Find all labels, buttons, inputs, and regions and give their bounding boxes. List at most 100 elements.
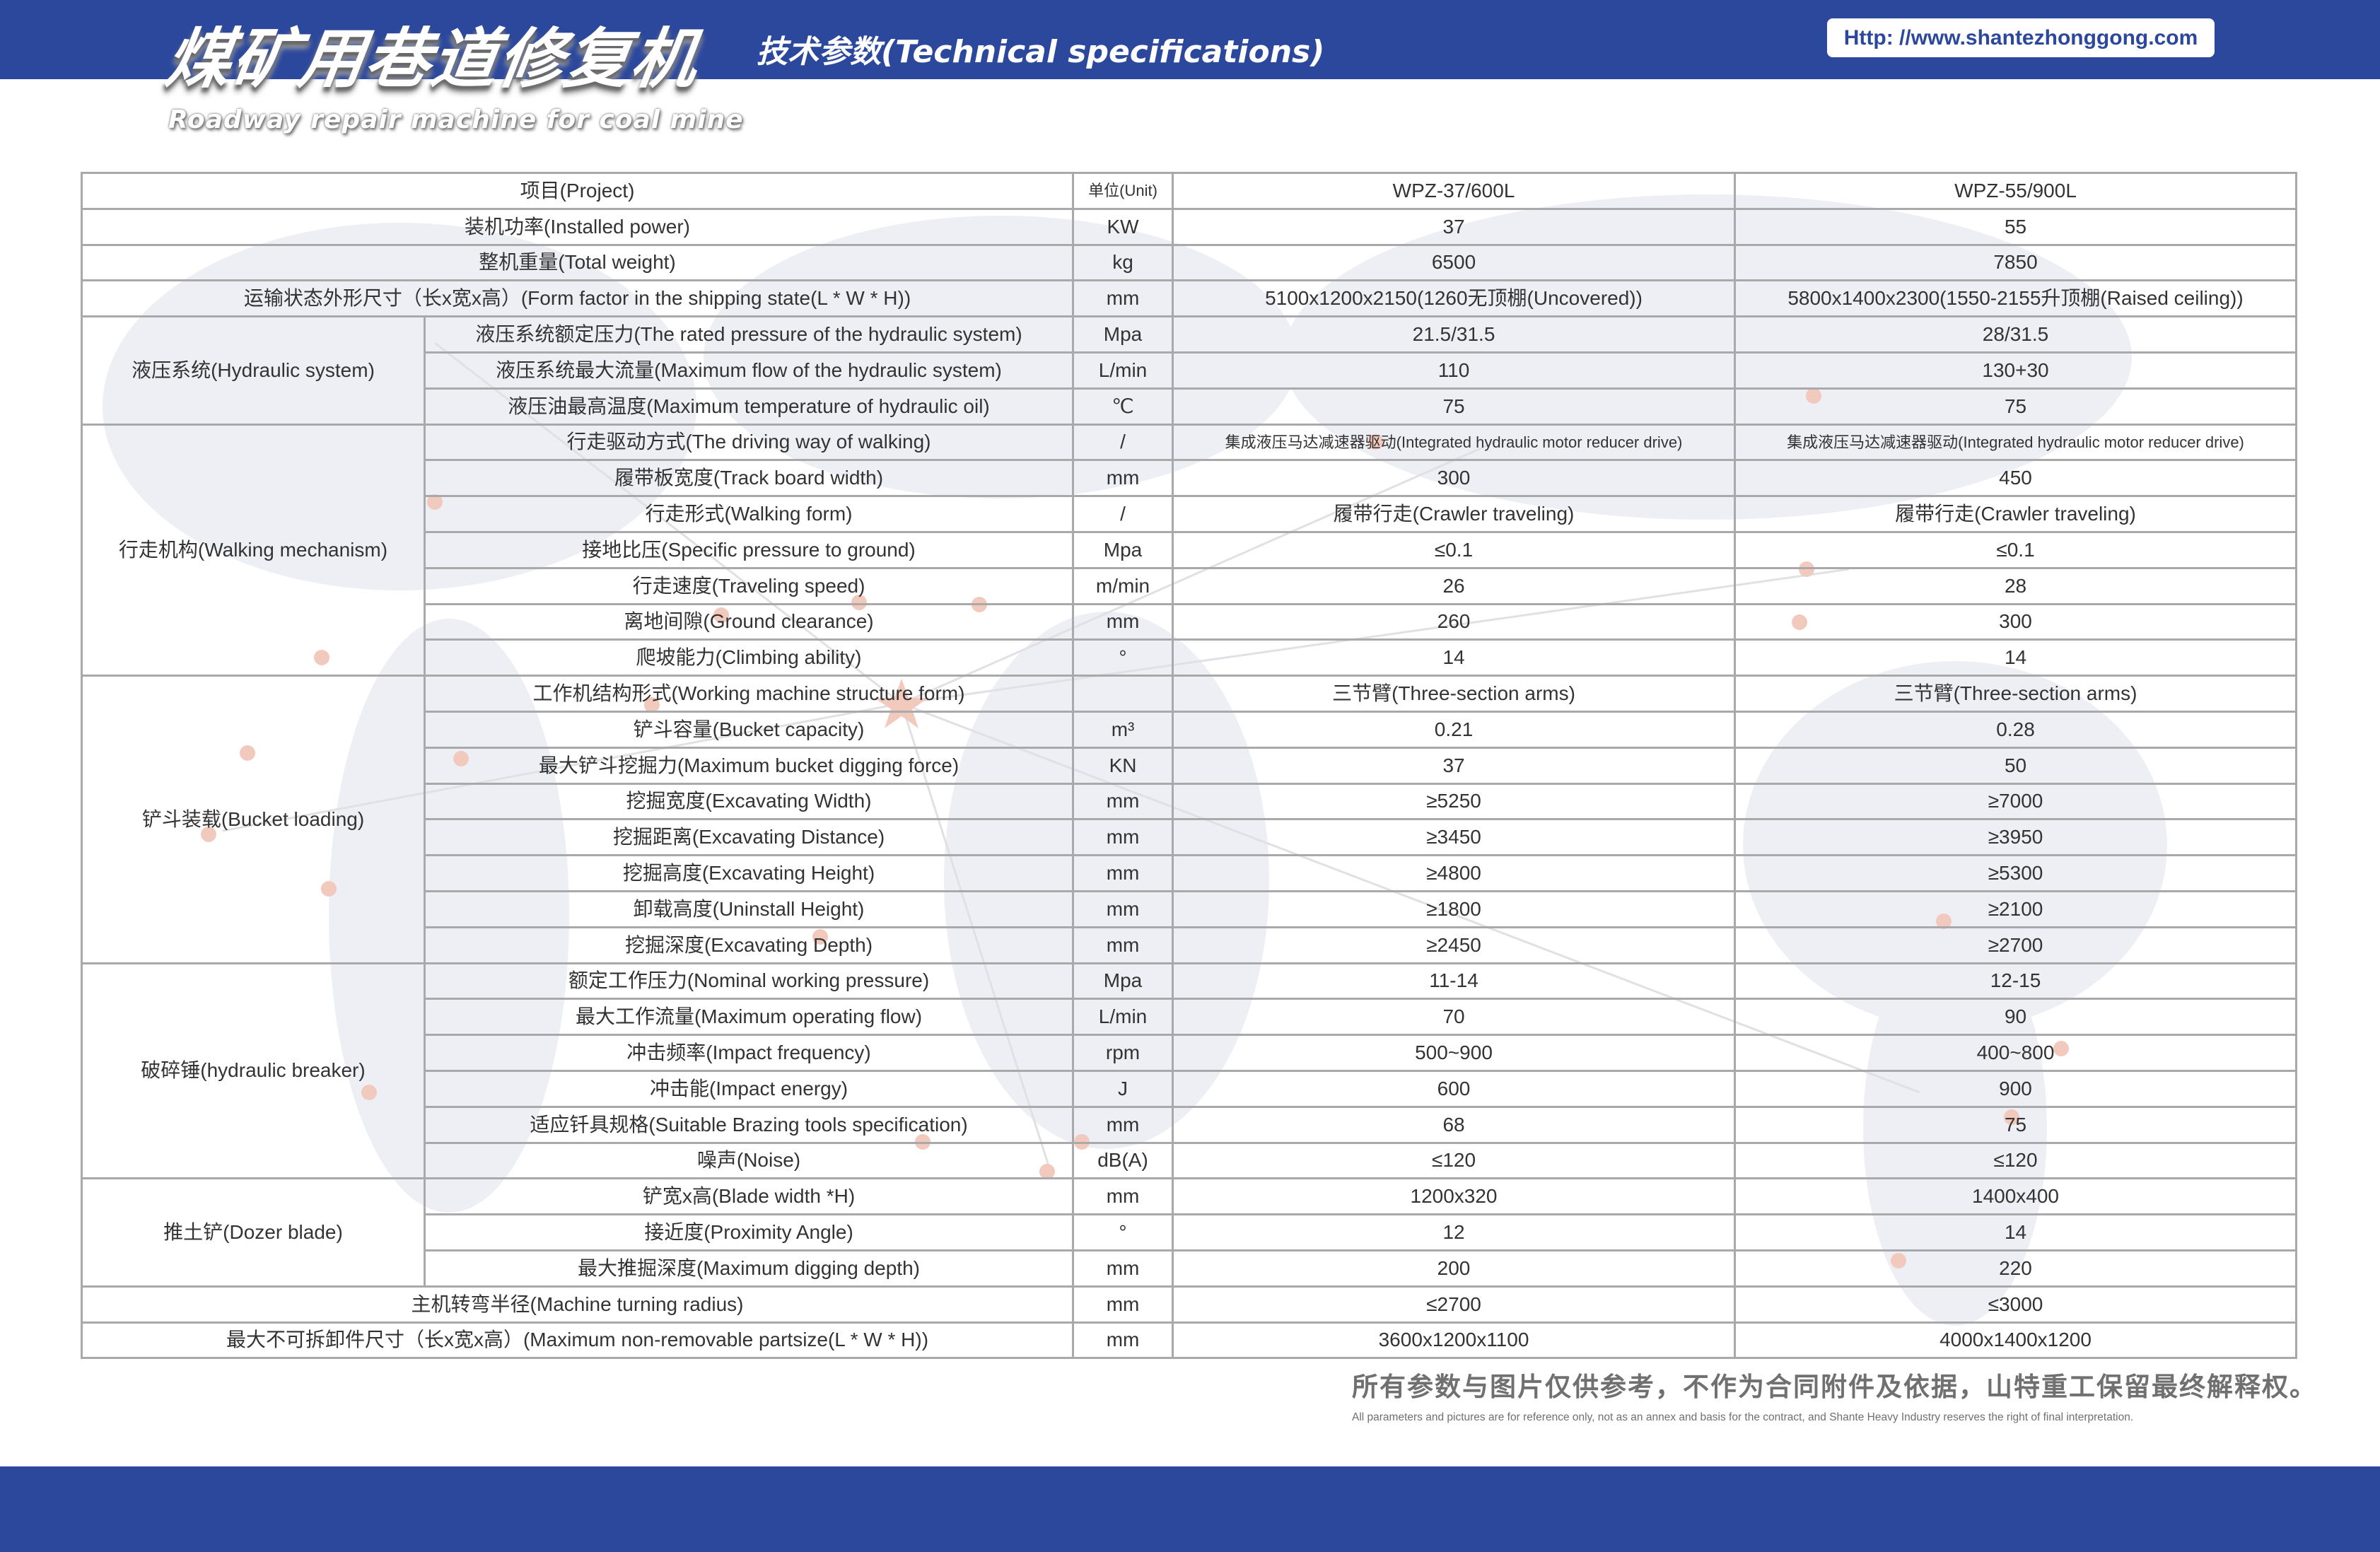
- value-model-2: ≥2700: [1734, 926, 2298, 964]
- value-model-1: 500~900: [1172, 1034, 1737, 1072]
- value-model-1: 300: [1172, 459, 1737, 498]
- header-unit: 单位(Unit): [1072, 172, 1174, 210]
- value-model-2: 50: [1734, 746, 2298, 785]
- value-model-2: 300: [1734, 602, 2298, 641]
- table-row: 液压系统(Hydraulic system) 液压系统额定压力(The rated…: [81, 315, 2298, 426]
- table-row: 卸载高度(Uninstall Height) mm ≥1800 ≥2100: [82, 889, 2298, 928]
- table-row: 破碎锤(hydraulic breaker) 额定工作压力(Nominal wor…: [81, 962, 2298, 1180]
- group-label: 行走机构(Walking mechanism): [81, 423, 426, 677]
- parameter-label: 铲斗容量(Bucket capacity): [423, 710, 1075, 749]
- parameter-label: 挖掘距离(Excavating Distance): [423, 818, 1075, 857]
- table-row: 铲斗容量(Bucket capacity) m³ 0.21 0.28: [82, 710, 2298, 749]
- unit-cell: mm: [1072, 782, 1174, 821]
- parameter-label: 铲宽x高(Blade width *H): [423, 1177, 1075, 1216]
- value-model-1: 68: [1172, 1105, 1737, 1144]
- group-label: 推土铲(Dozer blade): [81, 1177, 426, 1288]
- table-row: 最大推掘深度(Maximum digging depth) mm 200 220: [82, 1249, 2298, 1288]
- parameter-label: 液压系统最大流量(Maximum flow of the hydraulic s…: [423, 351, 1075, 390]
- title-cn: 煤矿用巷道修复机: [161, 21, 704, 97]
- parameter-label: 工作机结构形式(Working machine structure form): [423, 675, 1075, 713]
- parameter-label: 额定工作压力(Nominal working pressure): [423, 962, 1075, 1000]
- parameter-label: 最大铲斗挖掘力(Maximum bucket digging force): [423, 746, 1075, 785]
- value-model-2: 400~800: [1734, 1034, 2298, 1072]
- parameter-label: 最大推掘深度(Maximum digging depth): [423, 1249, 1075, 1288]
- parameter-label: 整机重量(Total weight): [80, 243, 1075, 282]
- unit-cell: m³: [1072, 710, 1174, 749]
- value-model-2: 450: [1734, 459, 2298, 498]
- unit-cell: mm: [1072, 818, 1174, 857]
- website-url[interactable]: Http: //www.shantezhonggong.com: [1827, 18, 2215, 57]
- value-model-1: 200: [1172, 1249, 1737, 1288]
- value-model-1: 集成液压马达减速器驱动(Integrated hydraulic motor r…: [1172, 423, 1737, 462]
- group-label: 铲斗装载(Bucket loading): [81, 675, 426, 964]
- value-model-1: ≤120: [1172, 1141, 1737, 1180]
- unit-cell: mm: [1072, 1285, 1174, 1324]
- table-row: 最大铲斗挖掘力(Maximum bucket digging force) KN 3…: [82, 746, 2298, 785]
- table-row: 挖掘宽度(Excavating Width) mm ≥5250 ≥7000: [82, 782, 2298, 821]
- parameter-label: 冲击频率(Impact frequency): [423, 1034, 1075, 1072]
- table-row: 挖掘距离(Excavating Distance) mm ≥3450 ≥3950: [82, 818, 2298, 857]
- unit-cell: Mpa: [1072, 530, 1174, 569]
- unit-cell: dB(A): [1072, 1141, 1174, 1180]
- value-model-1: 37: [1172, 746, 1737, 785]
- parameter-label: 履带板宽度(Track board width): [423, 459, 1075, 498]
- value-model-1: 5100x1200x2150(1260无顶棚(Uncovered)): [1172, 279, 1737, 318]
- value-model-1: 11-14: [1172, 962, 1737, 1000]
- value-model-1: ≥3450: [1172, 818, 1737, 857]
- table-row: 挖掘高度(Excavating Height) mm ≥4800 ≥5300: [82, 854, 2298, 892]
- table-row: 运输状态外形尺寸（长x宽x高）(Form factor in the shipp…: [80, 279, 2298, 318]
- value-model-1: ≥4800: [1172, 854, 1737, 892]
- value-model-2: 集成液压马达减速器驱动(Integrated hydraulic motor r…: [1734, 423, 2298, 462]
- parameter-label: 卸载高度(Uninstall Height): [423, 889, 1075, 928]
- value-model-2: ≤0.1: [1734, 530, 2298, 569]
- value-model-2: ≥5300: [1734, 854, 2298, 892]
- value-model-2: 130+30: [1734, 351, 2298, 390]
- parameter-label: 离地间隙(Ground clearance): [423, 602, 1075, 641]
- group-label: 液压系统(Hydraulic system): [81, 315, 426, 426]
- value-model-1: 履带行走(Crawler traveling): [1172, 495, 1737, 533]
- value-model-2: 90: [1734, 998, 2298, 1037]
- parameter-label: 挖掘高度(Excavating Height): [423, 854, 1075, 892]
- unit-cell: KN: [1072, 746, 1174, 785]
- table-row: 冲击能(Impact energy) J 600 900: [82, 1069, 2298, 1108]
- unit-cell: [1072, 675, 1174, 713]
- parameter-label: 行走形式(Walking form): [423, 495, 1075, 533]
- unit-cell: mm: [1072, 279, 1174, 318]
- table-row: 行走机构(Walking mechanism) 行走驱动方式(The drivin…: [81, 423, 2298, 677]
- header-model-1: WPZ-37/600L: [1172, 172, 1737, 210]
- unit-cell: °: [1072, 638, 1174, 677]
- table-row: 推土铲(Dozer blade) 铲宽x高(Blade width *H) mm 12…: [81, 1177, 2298, 1288]
- table-row: 最大工作流量(Maximum operating flow) L/min 70 90: [82, 998, 2298, 1037]
- value-model-1: 260: [1172, 602, 1737, 641]
- value-model-2: 28: [1734, 566, 2298, 605]
- parameter-label: 装机功率(Installed power): [80, 207, 1075, 246]
- parameter-label: 挖掘宽度(Excavating Width): [423, 782, 1075, 821]
- table-row: 噪声(Noise) dB(A) ≤120 ≤120: [82, 1141, 2298, 1180]
- spec-table: 项目(Project) 单位(Unit) WPZ-37/600L WPZ-55/…: [80, 172, 2298, 1360]
- value-model-1: ≤0.1: [1172, 530, 1737, 569]
- parameter-label: 爬坡能力(Climbing ability): [423, 638, 1075, 677]
- value-model-1: ≤2700: [1172, 1285, 1737, 1324]
- value-model-2: 1400x400: [1734, 1177, 2298, 1216]
- value-model-2: 4000x1400x1200: [1734, 1321, 2298, 1360]
- disclaimer-cn: 所有参数与图片仅供参考，不作为合同附件及依据，山特重工保留最终解释权。: [1352, 1372, 2317, 1402]
- value-model-2: 0.28: [1734, 710, 2298, 749]
- value-model-2: 55: [1734, 207, 2298, 246]
- parameter-label: 运输状态外形尺寸（长x宽x高）(Form factor in the shipp…: [80, 279, 1075, 318]
- table-row: 装机功率(Installed power) KW 37 55: [80, 207, 2298, 246]
- table-row: 爬坡能力(Climbing ability) ° 14 14: [82, 638, 2298, 677]
- value-model-1: 6500: [1172, 243, 1737, 282]
- unit-cell: m/min: [1072, 566, 1174, 605]
- unit-cell: mm: [1072, 926, 1174, 964]
- parameter-label: 最大不可拆卸件尺寸（长x宽x高）(Maximum non-removable p…: [80, 1321, 1075, 1360]
- value-model-2: 12-15: [1734, 962, 2298, 1000]
- unit-cell: ℃: [1072, 387, 1174, 426]
- value-model-1: 110: [1172, 351, 1737, 390]
- bottom-banner: [0, 1466, 2380, 1552]
- value-model-1: 75: [1172, 387, 1737, 426]
- parameter-label: 最大工作流量(Maximum operating flow): [423, 998, 1075, 1037]
- value-model-2: 14: [1734, 638, 2298, 677]
- unit-cell: kg: [1072, 243, 1174, 282]
- table-header-row: 项目(Project) 单位(Unit) WPZ-37/600L WPZ-55/…: [80, 172, 2298, 210]
- unit-cell: mm: [1072, 1249, 1174, 1288]
